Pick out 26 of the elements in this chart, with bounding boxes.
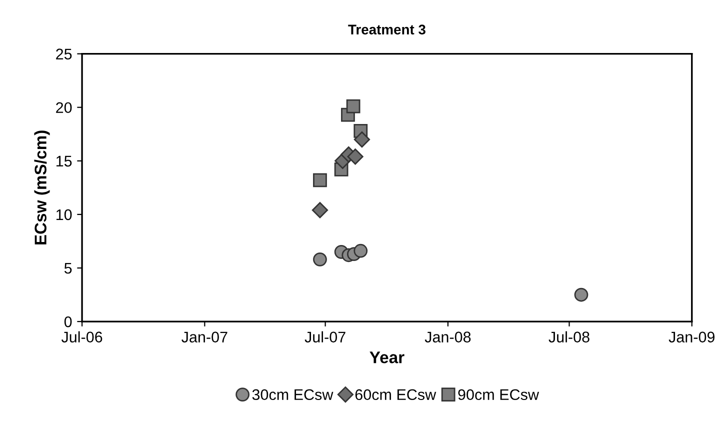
point [312, 202, 328, 218]
legend-label: 60cm ECsw [355, 389, 436, 400]
x-tick-label: Jul-07 [304, 331, 346, 342]
x-tick-label: Jul-08 [548, 331, 590, 342]
point [574, 288, 588, 302]
point [346, 99, 360, 114]
x-tick-label: Jan-07 [182, 332, 228, 342]
point [347, 148, 364, 165]
legend-label: 30cm ECsw [252, 389, 334, 400]
y-tick-label: 20 [56, 102, 72, 114]
y-tick-label: 15 [56, 156, 72, 167]
y-tick-label: 5 [64, 263, 72, 274]
y-axis-title: ECsw (mS/cm) [34, 130, 50, 244]
legend-label: 90cm ECsw [458, 389, 540, 400]
x-axis-title: Year [370, 352, 404, 364]
point [313, 173, 327, 188]
x-tick-label: Jul-06 [61, 331, 102, 342]
y-tick-label: 0 [64, 316, 72, 328]
y-tick-label: 25 [56, 48, 72, 60]
x-tick-label: Jan-08 [424, 332, 471, 342]
point [313, 252, 327, 266]
chart-title: Treatment 3 [348, 24, 426, 35]
y-tick-label: 10 [56, 209, 72, 220]
point [354, 244, 368, 258]
point [354, 131, 370, 148]
x-tick-label: Jan-09 [668, 332, 715, 342]
